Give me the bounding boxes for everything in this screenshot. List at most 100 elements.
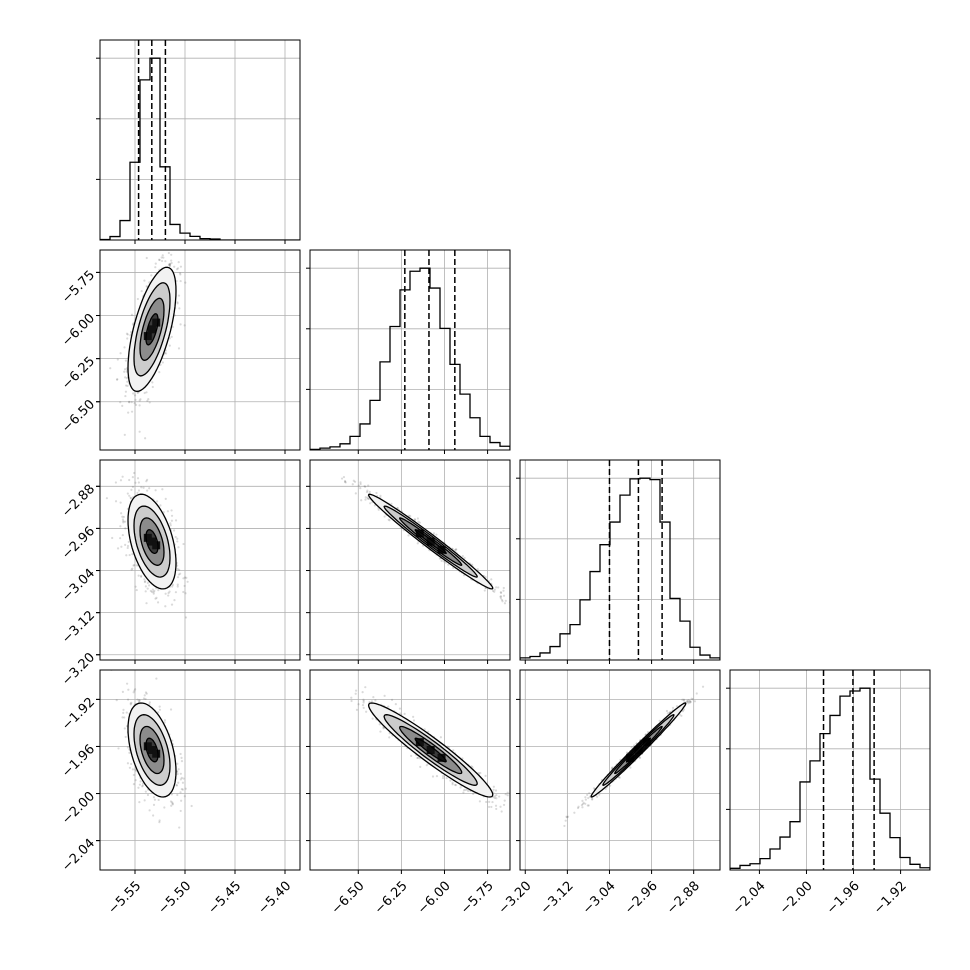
sample-point <box>398 707 402 710</box>
sample-point <box>170 253 173 256</box>
sample-point <box>174 519 178 522</box>
x-tick-label: −6.00 <box>415 879 454 918</box>
sample-point <box>377 508 380 511</box>
sample-point <box>135 564 139 567</box>
sample-point <box>359 487 362 490</box>
sample-point <box>175 783 178 787</box>
y-tick-label: −6.25 <box>59 354 98 393</box>
sample-point <box>132 392 135 395</box>
sample-point <box>451 783 454 786</box>
sample-point <box>398 712 402 715</box>
sample-point <box>503 799 506 802</box>
sample-point <box>158 819 161 822</box>
sample-point <box>148 401 151 404</box>
sample-point <box>116 358 119 361</box>
sample-point <box>168 344 171 347</box>
sample-point <box>137 786 140 789</box>
sample-point <box>128 751 131 754</box>
sample-point <box>350 699 353 703</box>
contour-line <box>127 702 177 798</box>
sample-point <box>588 792 591 795</box>
sample-point <box>364 496 367 499</box>
sample-point <box>179 273 182 276</box>
sample-point <box>445 777 448 780</box>
sample-point <box>394 703 397 706</box>
sample-point <box>478 800 481 803</box>
panel-content <box>350 686 509 813</box>
density-peak-cell <box>415 738 424 747</box>
sample-point <box>171 325 174 329</box>
sample-point <box>499 805 502 808</box>
sample-point <box>169 524 172 527</box>
sample-point <box>179 323 182 326</box>
sample-point <box>363 485 366 488</box>
sample-point <box>190 804 193 808</box>
sample-point <box>182 777 185 780</box>
sample-point <box>463 556 466 560</box>
sample-point <box>379 730 382 733</box>
sample-point <box>171 583 175 586</box>
sample-point <box>177 573 181 576</box>
sample-point <box>136 698 139 701</box>
sample-point <box>340 477 344 480</box>
sample-point <box>134 779 137 782</box>
sample-point <box>151 381 154 384</box>
x-tick-label: −2.00 <box>777 879 816 918</box>
x-tick-label: −2.04 <box>730 879 769 918</box>
sample-point <box>366 489 369 492</box>
y-tick-label: −6.00 <box>59 311 98 350</box>
sample-point <box>514 607 516 609</box>
sample-point <box>149 589 152 592</box>
sample-point <box>123 727 126 730</box>
sample-point <box>152 796 156 799</box>
panel-content <box>109 250 191 440</box>
y-tick-label: −6.50 <box>59 397 98 436</box>
sample-point <box>167 263 171 266</box>
sample-point <box>493 590 496 593</box>
sample-point <box>138 399 141 402</box>
sample-point <box>125 384 128 387</box>
sample-point <box>134 688 137 691</box>
sample-point <box>177 768 180 771</box>
sample-point <box>370 700 374 703</box>
sample-point <box>115 378 119 381</box>
sample-point <box>522 608 524 610</box>
sample-point <box>689 701 692 704</box>
sample-point <box>504 599 507 602</box>
sample-point <box>410 754 413 758</box>
density-peak-cell <box>143 332 152 341</box>
panel-frame <box>729 669 931 871</box>
sample-point <box>123 368 127 371</box>
sample-point <box>130 568 133 571</box>
contour-line <box>145 737 159 763</box>
y-tick-label: −5.75 <box>59 268 98 307</box>
sample-point <box>133 689 136 692</box>
sample-point <box>179 572 182 575</box>
sample-point <box>145 285 148 288</box>
sample-point <box>492 785 495 788</box>
sample-point <box>158 258 161 262</box>
sample-point <box>146 793 150 797</box>
sample-point <box>163 721 166 724</box>
sample-point <box>499 595 503 598</box>
panel-frame <box>99 669 301 871</box>
sample-point <box>119 525 122 528</box>
sample-point <box>128 553 131 557</box>
sample-point <box>488 800 491 803</box>
sample-point <box>128 400 131 403</box>
x-tick-label: −5.50 <box>155 879 194 918</box>
sample-point <box>129 497 133 500</box>
sample-point <box>130 762 133 766</box>
sample-point <box>182 590 185 594</box>
sample-point <box>183 795 186 798</box>
sample-point <box>120 545 123 548</box>
sample-point <box>179 809 182 813</box>
sample-point <box>175 268 179 271</box>
sample-point <box>449 779 452 782</box>
sample-point <box>140 290 143 293</box>
sample-point <box>407 534 410 537</box>
x-tick-label: −1.96 <box>824 879 863 918</box>
sample-point <box>491 589 495 592</box>
sample-point <box>176 576 180 579</box>
